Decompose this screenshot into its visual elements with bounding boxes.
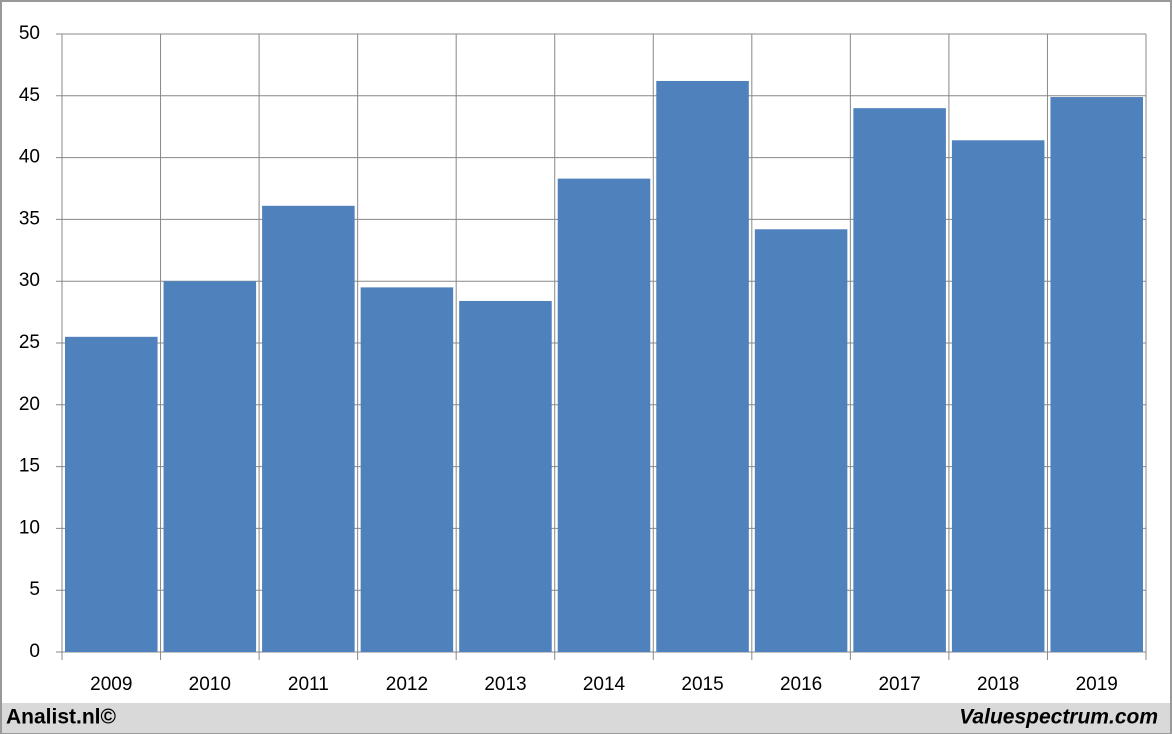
footer-right: Valuespectrum.com <box>959 706 1158 729</box>
y-tick-label: 35 <box>19 208 40 229</box>
y-tick-label: 15 <box>19 456 40 477</box>
x-tick-label: 2011 <box>288 674 329 695</box>
x-tick-label: 2018 <box>977 674 1019 695</box>
y-tick-label: 20 <box>19 394 40 415</box>
bar <box>951 140 1045 652</box>
bar <box>853 108 946 652</box>
bar <box>1050 97 1143 652</box>
x-tick-label: 2010 <box>189 674 231 695</box>
bar <box>754 229 848 652</box>
footer-band <box>2 703 1170 733</box>
x-tick-label: 2009 <box>90 674 132 695</box>
y-tick-label: 0 <box>29 641 40 662</box>
bar <box>163 281 257 652</box>
x-tick-label: 2016 <box>780 674 822 695</box>
x-tick-label: 2019 <box>1076 674 1118 695</box>
x-tick-label: 2013 <box>484 674 526 695</box>
bar <box>459 300 552 652</box>
y-tick-label: 50 <box>19 23 40 44</box>
y-tick-label: 40 <box>19 147 40 168</box>
bar <box>360 287 454 652</box>
x-tick-label: 2012 <box>386 674 428 695</box>
y-tick-label: 45 <box>19 85 40 106</box>
y-tick-label: 30 <box>19 270 40 291</box>
y-tick-label: 5 <box>29 579 40 600</box>
y-tick-label: 10 <box>19 517 40 538</box>
y-tick-label: 25 <box>19 332 40 353</box>
bar <box>65 336 158 652</box>
bar <box>262 205 355 652</box>
bar <box>656 80 749 652</box>
x-tick-label: 2017 <box>878 674 920 695</box>
x-tick-label: 2014 <box>583 674 626 695</box>
footer-left: Analist.nl© <box>6 706 117 729</box>
x-tick-label: 2015 <box>681 674 723 695</box>
bar <box>557 178 651 652</box>
